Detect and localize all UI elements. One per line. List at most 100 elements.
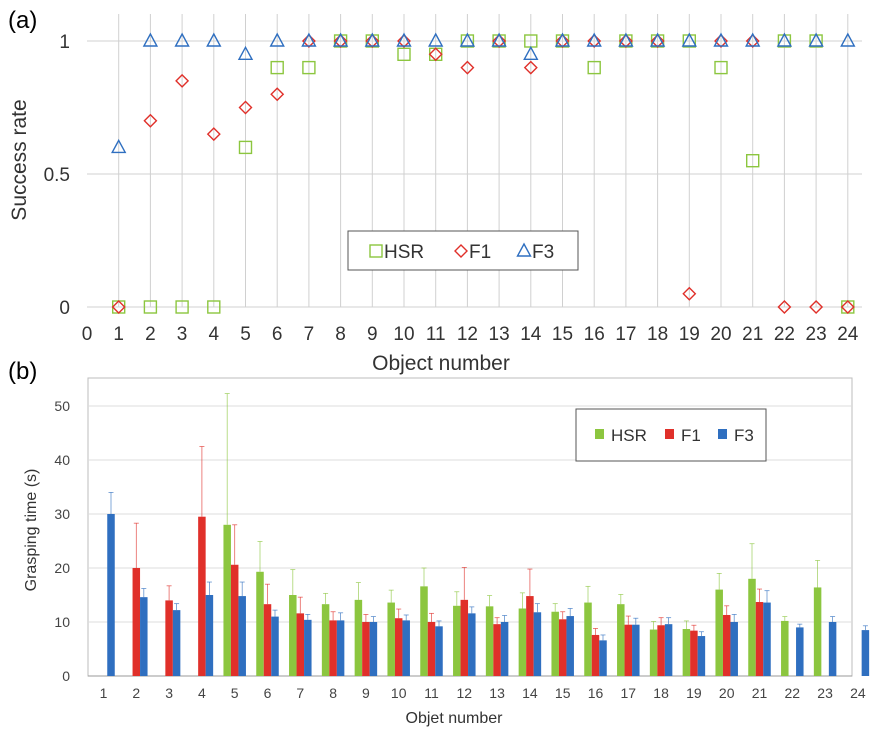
a-point-f3-21 xyxy=(745,32,761,47)
a-x-tick-label: 5 xyxy=(240,324,251,345)
b-bar-hsr-15 xyxy=(551,611,559,676)
b-legend-swatch-f3 xyxy=(718,429,727,439)
a-point-hsr-4 xyxy=(207,300,221,314)
a-x-tick-label: 10 xyxy=(393,324,414,345)
a-point-hsr-7 xyxy=(302,60,316,75)
b-bar-f3-19 xyxy=(697,636,706,676)
b-bar-hsr-13 xyxy=(485,606,494,676)
b-y-tick-label: 20 xyxy=(54,560,70,576)
b-bar-f1-12 xyxy=(460,599,469,676)
a-point-f3-13 xyxy=(491,32,507,47)
b-x-tick-label: 2 xyxy=(132,685,140,701)
b-bar-f3-14 xyxy=(533,612,542,676)
a-point-f3-8 xyxy=(332,32,349,47)
b-x-tick-label: 5 xyxy=(231,685,239,701)
b-bar-f3-22 xyxy=(796,627,804,676)
a-x-tick-label: 20 xyxy=(710,324,731,345)
a-point-f3-14 xyxy=(523,45,539,60)
b-x-tick-label: 4 xyxy=(198,685,206,701)
b-bar-hsr-10 xyxy=(387,602,395,676)
a-x-tick-label: 2 xyxy=(145,324,156,345)
b-bar-f1-3 xyxy=(165,600,173,676)
b-x-tick-label: 20 xyxy=(719,685,735,701)
a-point-hsr-21 xyxy=(746,153,760,168)
a-point-f1-14 xyxy=(523,60,538,75)
a-legend-label-f1: F1 xyxy=(469,242,491,263)
b-x-tick-label: 11 xyxy=(424,685,439,701)
b-legend-swatch-f1 xyxy=(665,429,674,439)
b-bar-f3-18 xyxy=(664,624,673,676)
b-x-tick-label: 21 xyxy=(752,685,768,701)
a-point-f1-24 xyxy=(840,300,855,314)
b-bar-f3-13 xyxy=(500,622,509,676)
b-bar-f1-8 xyxy=(329,620,337,676)
b-bar-f1-19 xyxy=(690,630,698,676)
b-bar-hsr-22 xyxy=(781,620,789,676)
b-bar-hsr-23 xyxy=(813,587,822,676)
b-legend-label-f1: F1 xyxy=(681,426,701,445)
b-bar-f3-10 xyxy=(402,620,410,676)
a-point-f3-5 xyxy=(237,45,254,60)
b-bar-hsr-16 xyxy=(584,602,592,676)
panel-b-y-ticks: 0 10 20 30 40 50 xyxy=(54,398,70,684)
b-bar-f3-9 xyxy=(369,622,378,676)
a-point-f1-9 xyxy=(365,34,380,48)
a-point-hsr-3 xyxy=(175,300,189,314)
a-point-f3-2 xyxy=(142,32,159,47)
b-bar-f3-15 xyxy=(566,616,574,676)
a-x-tick-label: 3 xyxy=(177,324,188,345)
b-y-tick-label: 0 xyxy=(62,668,70,684)
b-bar-hsr-11 xyxy=(420,586,428,676)
b-x-tick-label: 14 xyxy=(522,685,538,701)
a-point-f1-15 xyxy=(555,34,570,48)
a-point-f3-20 xyxy=(713,32,729,47)
panel-b-y-axis-title: Grasping time (s) xyxy=(23,469,40,592)
b-x-tick-label: 12 xyxy=(457,685,473,701)
a-y-tick-label: 0 xyxy=(59,298,70,319)
b-bar-f1-5 xyxy=(230,564,239,676)
b-bar-f1-13 xyxy=(493,624,501,676)
a-point-f1-18 xyxy=(650,34,665,48)
a-point-f1-10 xyxy=(397,34,411,48)
b-bar-f3-2 xyxy=(140,597,148,676)
b-bar-f1-6 xyxy=(263,604,272,676)
a-point-f3-19 xyxy=(681,32,697,47)
a-x-tick-label: 18 xyxy=(647,324,668,345)
a-x-tick-label: 0 xyxy=(82,324,93,345)
b-bar-hsr-9 xyxy=(354,599,363,676)
panel-a-y-ticks: 00.51 xyxy=(44,32,70,319)
a-point-f3-17 xyxy=(618,32,634,47)
a-point-f1-4 xyxy=(206,127,221,142)
b-bar-f1-4 xyxy=(198,516,206,676)
b-bar-f3-8 xyxy=(336,620,345,676)
a-point-f3-6 xyxy=(269,32,285,47)
b-bar-f1-20 xyxy=(722,614,731,676)
b-bar-f1-17 xyxy=(624,624,633,676)
b-bar-f3-6 xyxy=(271,616,279,676)
a-x-tick-label: 14 xyxy=(520,324,542,345)
panel-a-legend: HSR F1 F3 xyxy=(347,230,579,271)
b-x-tick-label: 6 xyxy=(264,685,272,701)
b-bar-hsr-20 xyxy=(715,589,723,676)
b-bar-hsr-18 xyxy=(649,629,658,676)
b-y-tick-label: 50 xyxy=(54,398,70,414)
a-point-f1-21 xyxy=(745,34,760,48)
a-y-tick-label: 1 xyxy=(59,32,70,53)
b-x-tick-label: 16 xyxy=(588,685,604,701)
b-bar-hsr-5 xyxy=(223,524,231,676)
a-x-tick-label: 22 xyxy=(774,324,795,345)
a-point-f1-17 xyxy=(618,34,633,48)
a-x-tick-label: 9 xyxy=(367,324,378,345)
b-x-tick-label: 22 xyxy=(785,685,801,701)
a-point-hsr-16 xyxy=(587,60,601,75)
a-point-f3-11 xyxy=(428,32,444,47)
b-x-tick-label: 10 xyxy=(391,685,407,701)
a-x-tick-label: 16 xyxy=(584,324,605,345)
a-point-f1-13 xyxy=(492,34,507,48)
b-bar-f1-16 xyxy=(591,634,600,676)
a-point-f3-1 xyxy=(111,138,127,154)
b-bar-f3-3 xyxy=(172,610,181,676)
b-x-tick-label: 18 xyxy=(653,685,669,701)
a-point-f1-3 xyxy=(175,73,190,88)
